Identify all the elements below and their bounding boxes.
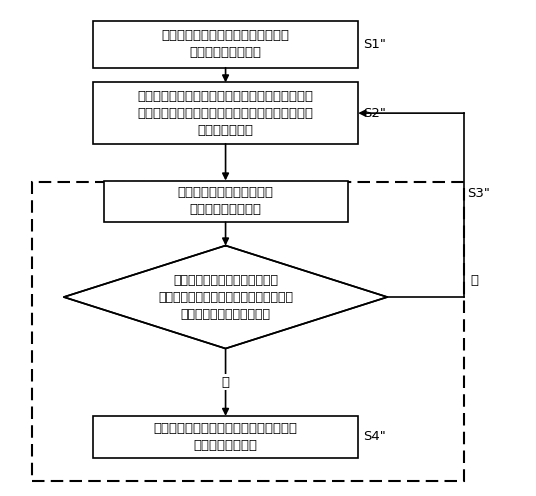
Bar [93, 21, 358, 68]
Bar [93, 416, 358, 458]
Text: 获取超声诊断仪的多个焦点的位置的
调节上限及调节下限: 获取超声诊断仪的多个焦点的位置的 调节上限及调节下限 [161, 29, 289, 60]
Polygon shape [64, 246, 388, 349]
Text: S2": S2" [363, 107, 386, 120]
Bar [93, 82, 358, 144]
Text: S1": S1" [363, 38, 386, 51]
Bar [32, 182, 464, 481]
Text: S4": S4" [363, 431, 386, 443]
Text: 判断所述上焦点的当前位置是否
达到所述调节上限、或所述下焦点的当前
位置是否达到所述调节下限: 判断所述上焦点的当前位置是否 达到所述调节上限、或所述下焦点的当前 位置是否达到… [158, 274, 293, 320]
Text: 否: 否 [471, 274, 479, 287]
Text: 接收模球的滚动信号，在保持各焦点相互之间间距
不变的前提下，根据所述滚动信号相应控制所有焦
点作上移或下移: 接收模球的滚动信号，在保持各焦点相互之间间距 不变的前提下，根据所述滚动信号相应… [138, 90, 314, 136]
Bar [103, 181, 347, 222]
Text: S3": S3" [467, 186, 490, 200]
Text: 根据模球的滚动信号相应增大或减小超声
诊断仪的图像深度: 根据模球的滚动信号相应增大或减小超声 诊断仪的图像深度 [154, 422, 297, 452]
Text: 是: 是 [221, 376, 229, 389]
Text: 获取所述多个焦点中上焦点
及下焦点的当前位置: 获取所述多个焦点中上焦点 及下焦点的当前位置 [177, 186, 273, 216]
